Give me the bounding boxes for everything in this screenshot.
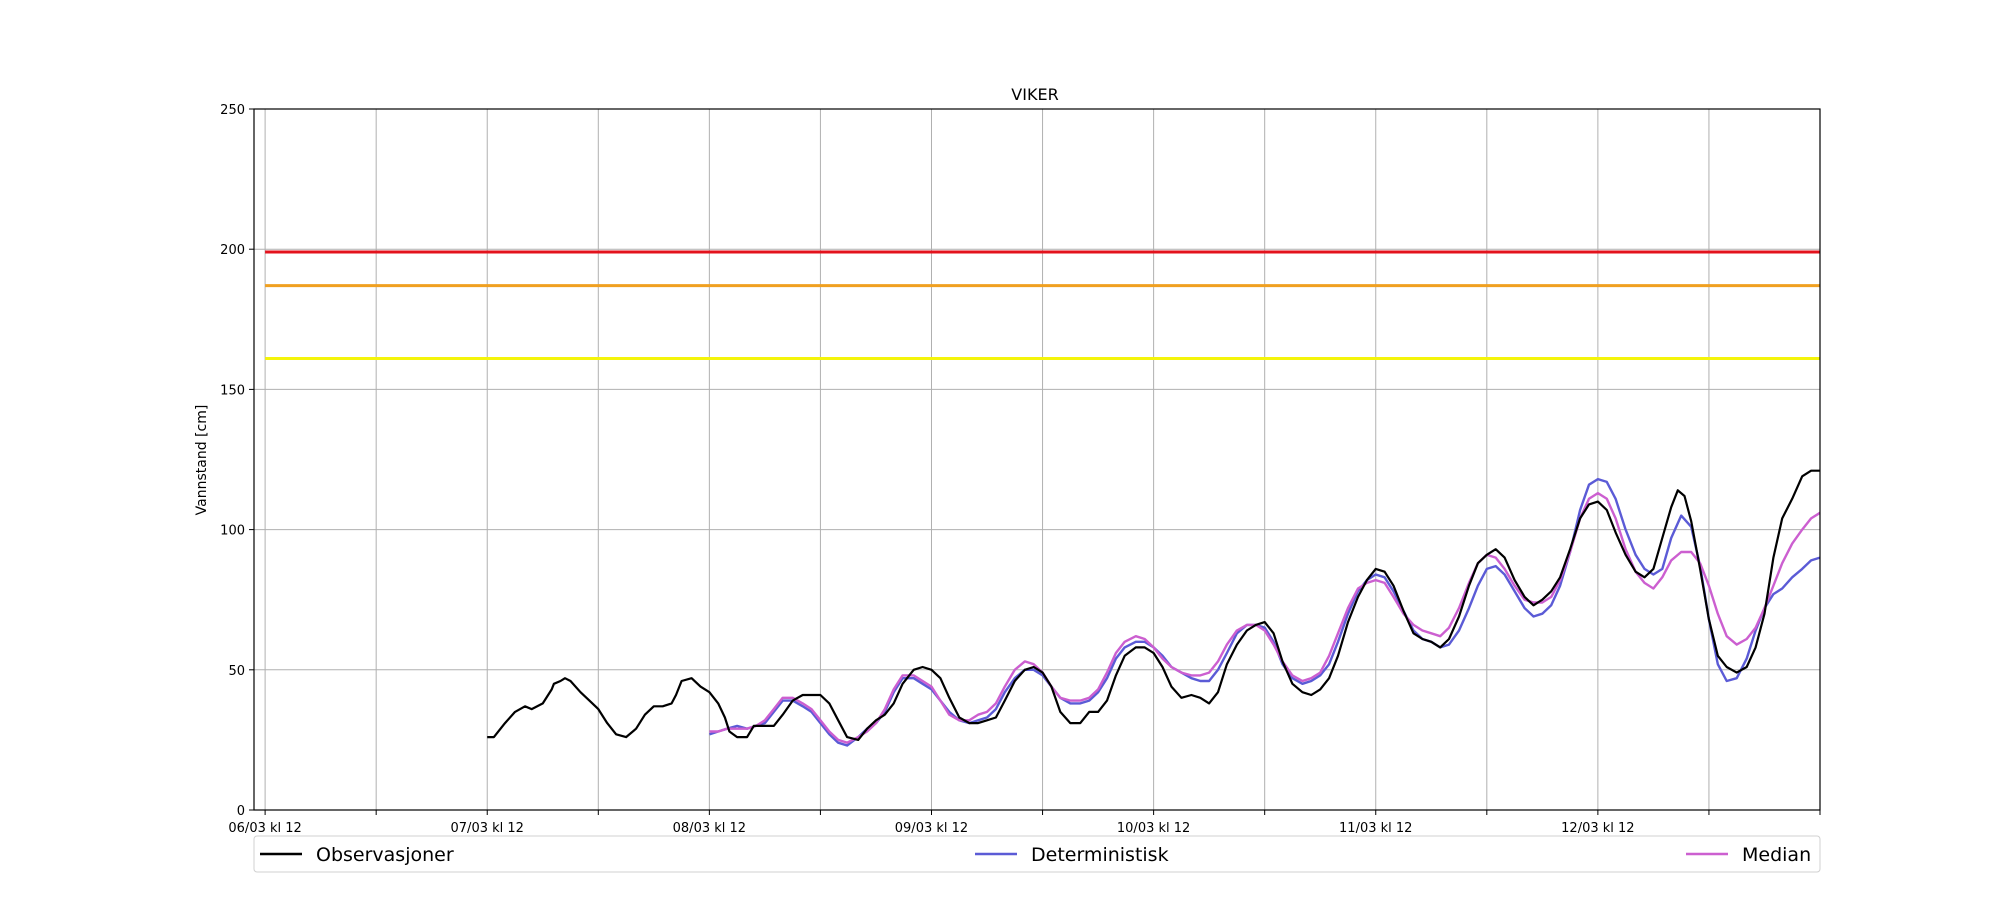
y-tick-label: 100 [220, 524, 245, 539]
plot-frame [253, 108, 1821, 811]
y-tick-label: 50 [228, 664, 245, 679]
legend-label: Deterministisk [1031, 844, 1169, 866]
threshold-lines [265, 250, 1820, 361]
legend-box [253, 835, 1821, 873]
x-tick-label: 12/03 kl 12 [1561, 821, 1634, 836]
legend: Observasjoner Deterministisk Median [253, 835, 1821, 873]
series-line-observasjoner [487, 469, 1820, 741]
y-tick-label: 250 [220, 103, 245, 118]
x-tick-label: 09/03 kl 12 [895, 821, 968, 836]
series-lines [487, 469, 1821, 747]
legend-label: Median [1742, 844, 1811, 866]
grid-lines [254, 108, 1821, 811]
y-axis-label: Vannstand [cm] [194, 405, 210, 516]
y-tick-label: 150 [220, 383, 245, 398]
chart-title: VIKER [1011, 85, 1058, 104]
x-tick-label: 11/03 kl 12 [1339, 821, 1412, 836]
y-tick-label: 200 [220, 243, 245, 258]
y-axis-ticks: 0 50 100 150 200 250 [220, 103, 254, 819]
x-tick-label: 06/03 kl 12 [228, 821, 301, 836]
legend-label: Observasjoner [316, 844, 454, 866]
x-axis-ticks: 06/03 kl 12 07/03 kl 12 08/03 kl 12 09/03 k… [228, 810, 1821, 836]
x-tick-label: 07/03 kl 12 [451, 821, 524, 836]
y-tick-label: 0 [237, 804, 245, 819]
x-tick-label: 10/03 kl 12 [1117, 821, 1190, 836]
x-tick-label: 08/03 kl 12 [673, 821, 746, 836]
